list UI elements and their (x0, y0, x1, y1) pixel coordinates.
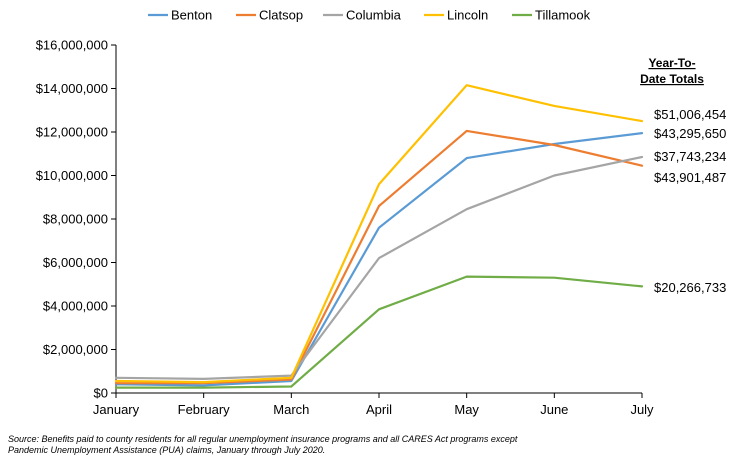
total-label: $43,901,487 (654, 170, 726, 185)
y-tick-label: $2,000,000 (43, 342, 108, 357)
x-tick-label: July (630, 402, 654, 417)
x-tick-label: June (540, 402, 568, 417)
source-line-1: Source: Benefits paid to county resident… (8, 434, 518, 444)
y-tick-label: $12,000,000 (36, 125, 108, 140)
x-tick-label: January (93, 402, 140, 417)
source-line-2: Pandemic Unemployment Assistance (PUA) c… (8, 445, 326, 455)
series-line-columbia (114, 155, 644, 380)
y-tick-label: $14,000,000 (36, 81, 108, 96)
x-tick-label: April (366, 402, 392, 417)
legend-label-lincoln: Lincoln (447, 8, 488, 23)
series-line-clatsop (114, 129, 644, 385)
y-tick-label: $4,000,000 (43, 299, 108, 314)
legend-label-tillamook: Tillamook (535, 8, 591, 23)
legend-label-columbia: Columbia (346, 8, 402, 23)
y-tick-label: $6,000,000 (43, 255, 108, 270)
x-tick-label: February (178, 402, 231, 417)
legend-label-clatsop: Clatsop (259, 8, 303, 23)
total-label: $51,006,454 (654, 107, 726, 122)
x-tick-label: March (273, 402, 309, 417)
totals-title-line-1: Year-To- (648, 56, 695, 70)
total-label: $43,295,650 (654, 126, 726, 141)
line-chart: $0 $2,000,000 $4,000,000 $6,000,000 $8,000,0… (36, 8, 727, 418)
y-tick-label: $16,000,000 (36, 38, 108, 53)
total-label: $37,743,234 (654, 149, 726, 164)
source-note: Source: Benefits paid to county resident… (8, 434, 748, 456)
totals-title-line-2: Date Totals (640, 72, 704, 86)
y-tick-label: $8,000,000 (43, 212, 108, 227)
series-line-tillamook (114, 275, 644, 389)
legend-label-benton: Benton (171, 8, 212, 23)
total-label: $20,266,733 (654, 280, 726, 295)
y-tick-label: $0 (94, 386, 108, 401)
y-tick-label: $10,000,000 (36, 168, 108, 183)
series-line-lincoln (114, 84, 644, 384)
x-tick-label: May (454, 402, 479, 417)
